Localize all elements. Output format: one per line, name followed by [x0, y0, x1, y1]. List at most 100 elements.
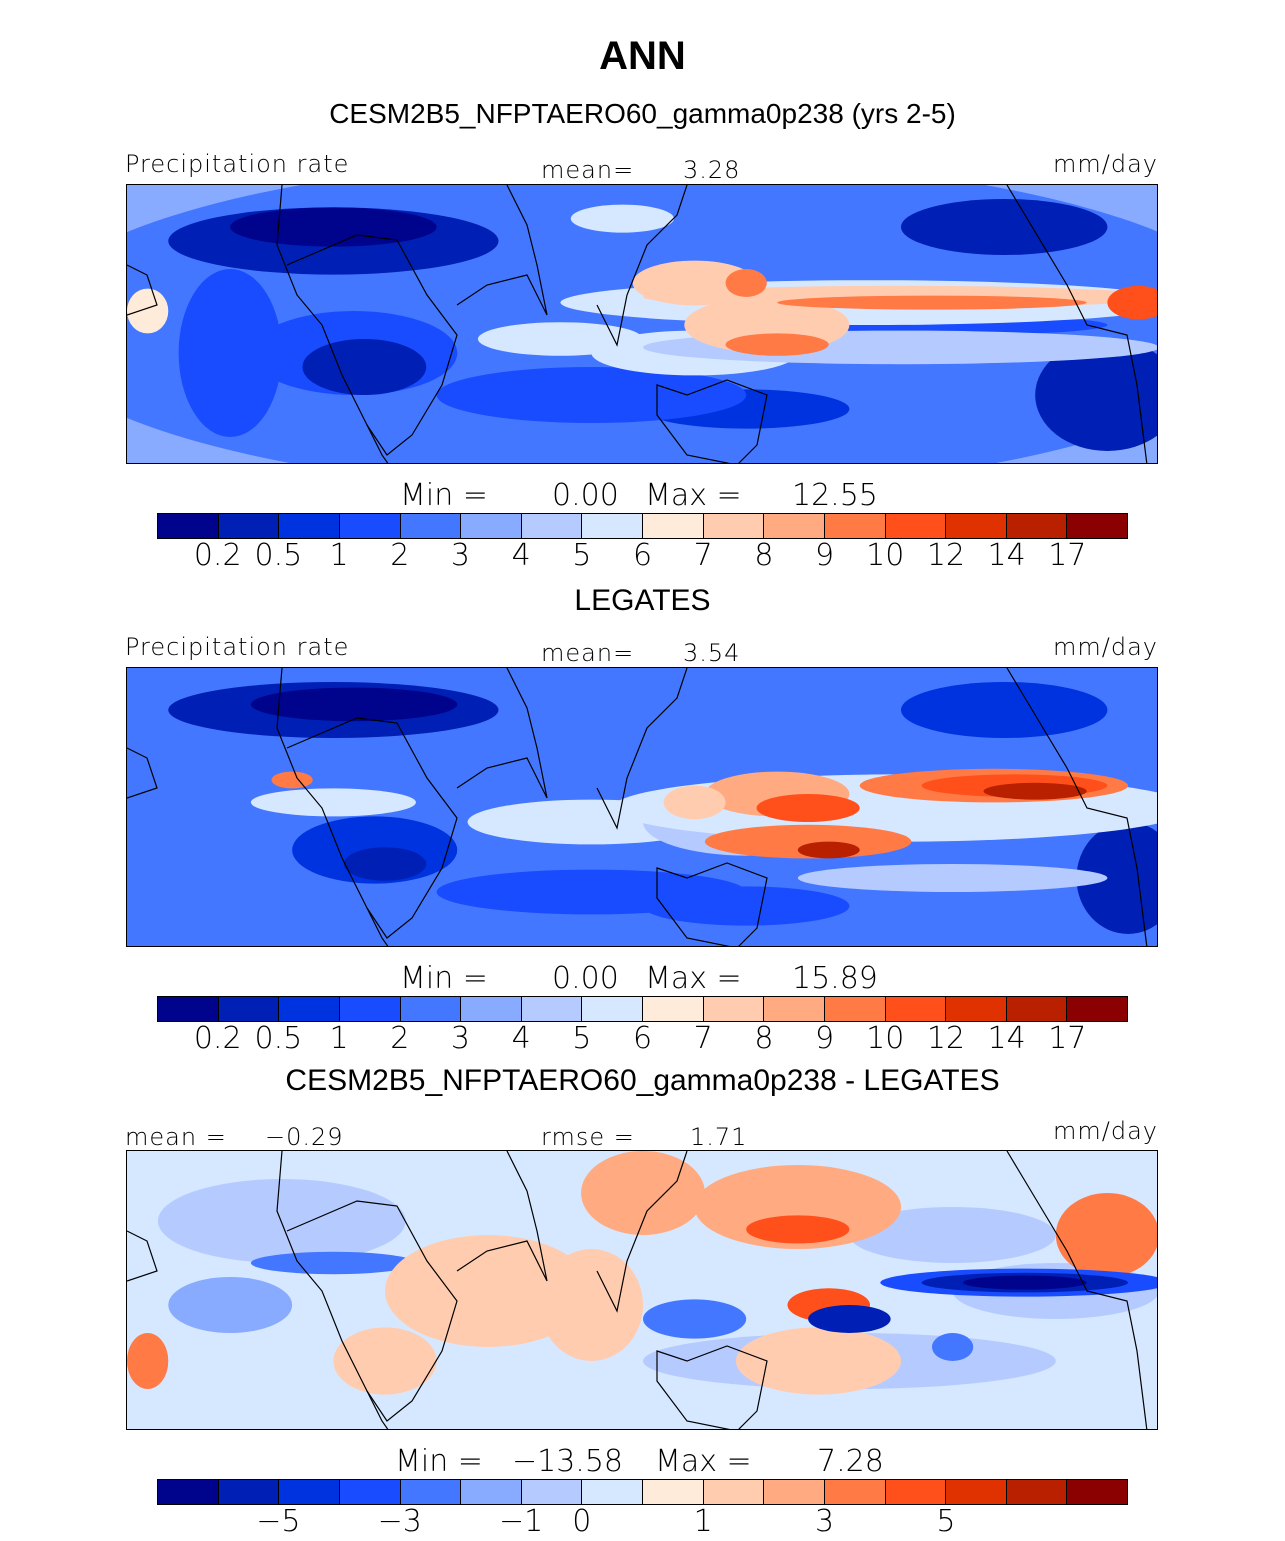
colorbar-box	[643, 514, 704, 538]
coastline	[1006, 668, 1148, 946]
colorbar-tick-label: 17	[1048, 538, 1087, 573]
colorbar-box	[158, 1480, 219, 1504]
contour-region	[1076, 822, 1157, 934]
colorbar-tick-label: 8	[754, 1021, 774, 1056]
panel2-title: LEGATES	[574, 584, 711, 617]
contour-region	[539, 1249, 643, 1361]
coastline	[276, 668, 389, 946]
contour-region	[250, 788, 416, 817]
coastline	[286, 1200, 458, 1422]
colorbar-box	[582, 1480, 643, 1504]
panel1-units: mm/day	[1053, 150, 1158, 178]
colorbar-box	[218, 514, 280, 538]
coastline	[596, 1151, 688, 1313]
contour-region	[746, 1215, 850, 1244]
colorbar-tick-label: 10	[866, 538, 905, 573]
panel1-title: CESM2B5_NFPTAERO60_gamma0p238 (yrs 2-5)	[329, 98, 956, 129]
contour-region	[1055, 1193, 1157, 1277]
panel2-mean-value: 3.54	[683, 639, 741, 667]
panel2-max-value: 15.89	[792, 961, 878, 996]
colorbar-box	[279, 997, 340, 1021]
panel1-variable: Precipitation rate	[125, 150, 350, 178]
panel2-units: mm/day	[1053, 633, 1158, 661]
panel2-min-value: 0.00	[552, 961, 619, 996]
colorbar-tick-label: 3	[450, 538, 470, 573]
colorbar-tick-label: 10	[866, 1021, 905, 1056]
contour-region	[581, 1151, 705, 1235]
panel3-rmse-value: 1.71	[690, 1123, 748, 1151]
colorbar-box	[885, 997, 947, 1021]
panel3-max-label: Max =	[655, 1444, 752, 1479]
contour-region	[250, 1251, 416, 1275]
panel2-variable: Precipitation rate	[125, 633, 350, 661]
contour-region	[178, 269, 282, 437]
colorbar-box	[643, 1480, 704, 1504]
colorbar-box	[339, 514, 401, 538]
panel2-mean-label: mean=	[541, 639, 635, 667]
colorbar-tick-label: 0.5	[254, 1021, 303, 1056]
colorbar-box	[703, 997, 765, 1021]
colorbar-tick-label: 12	[926, 538, 966, 573]
colorbar-box	[521, 514, 583, 538]
colorbar-tick-label: 4	[511, 1021, 531, 1056]
colorbar-box	[1006, 997, 1068, 1021]
colorbar-box	[582, 514, 643, 538]
contour-region	[343, 847, 427, 881]
panel3-min-label: Min =	[395, 1444, 483, 1479]
panel1-map	[126, 184, 1158, 464]
panel2-min-label: Min =	[400, 961, 488, 996]
colorbar-tick-label: 4	[511, 538, 531, 573]
contour-region	[797, 841, 860, 859]
colorbar-box	[764, 514, 825, 538]
contour-region	[436, 367, 747, 423]
coastline	[127, 1230, 158, 1282]
colorbar-tick-label: −1	[499, 1504, 544, 1539]
contour-region	[271, 771, 313, 789]
colorbar-box	[461, 514, 522, 538]
colorbar-tick-label: 5	[572, 538, 592, 573]
panel1-max-label: Max =	[645, 478, 742, 513]
panel1-min-label: Min =	[400, 478, 488, 513]
colorbar-tick-label: −5	[256, 1504, 301, 1539]
coastline	[286, 234, 458, 456]
panel1-mean-label: mean=	[541, 156, 635, 184]
colorbar-tick-label: 5	[936, 1504, 956, 1539]
contour-region	[797, 864, 1108, 892]
coastline	[656, 862, 768, 946]
colorbar-box	[643, 997, 704, 1021]
colorbar-tick-label: 5	[572, 1021, 592, 1056]
colorbar-tick-label: 14	[987, 1021, 1026, 1056]
colorbar-tick-label: 3	[815, 1504, 835, 1539]
colorbar-box	[218, 997, 280, 1021]
colorbar-box	[703, 514, 765, 538]
panel3-rmse-label: rmse =	[541, 1123, 635, 1151]
colorbar-box	[461, 1480, 522, 1504]
contour-region	[632, 260, 757, 306]
contour-region	[901, 682, 1108, 738]
contour-region	[436, 869, 747, 915]
colorbar-box	[582, 997, 643, 1021]
colorbar-tick-label: 7	[693, 1021, 713, 1056]
figure-title: ANN	[599, 34, 686, 78]
colorbar-tick-label: 1	[693, 1504, 713, 1539]
contour-region	[1107, 285, 1157, 320]
coastline	[127, 264, 158, 316]
colorbar-tick-label: 12	[926, 1021, 966, 1056]
coastline	[456, 668, 548, 799]
panel3-colorbar	[157, 1479, 1128, 1505]
colorbar-box	[946, 1480, 1007, 1504]
colorbar-box	[946, 514, 1007, 538]
panel3-mean-value: −0.29	[265, 1123, 344, 1151]
contour-region	[333, 1327, 437, 1395]
colorbar-tick-label: 0.5	[254, 538, 303, 573]
contour-region	[694, 1165, 901, 1249]
panel2-colorbar	[157, 996, 1128, 1022]
colorbar-tick-label: 0.2	[193, 538, 242, 573]
coastline	[656, 379, 768, 463]
contour-region	[570, 204, 674, 233]
panel3-title: CESM2B5_NFPTAERO60_gamma0p238 - LEGATES	[285, 1064, 1000, 1097]
colorbar-box	[400, 997, 462, 1021]
contour-region	[849, 1207, 1056, 1263]
contour-region	[725, 333, 829, 356]
contour-region	[735, 1327, 901, 1395]
